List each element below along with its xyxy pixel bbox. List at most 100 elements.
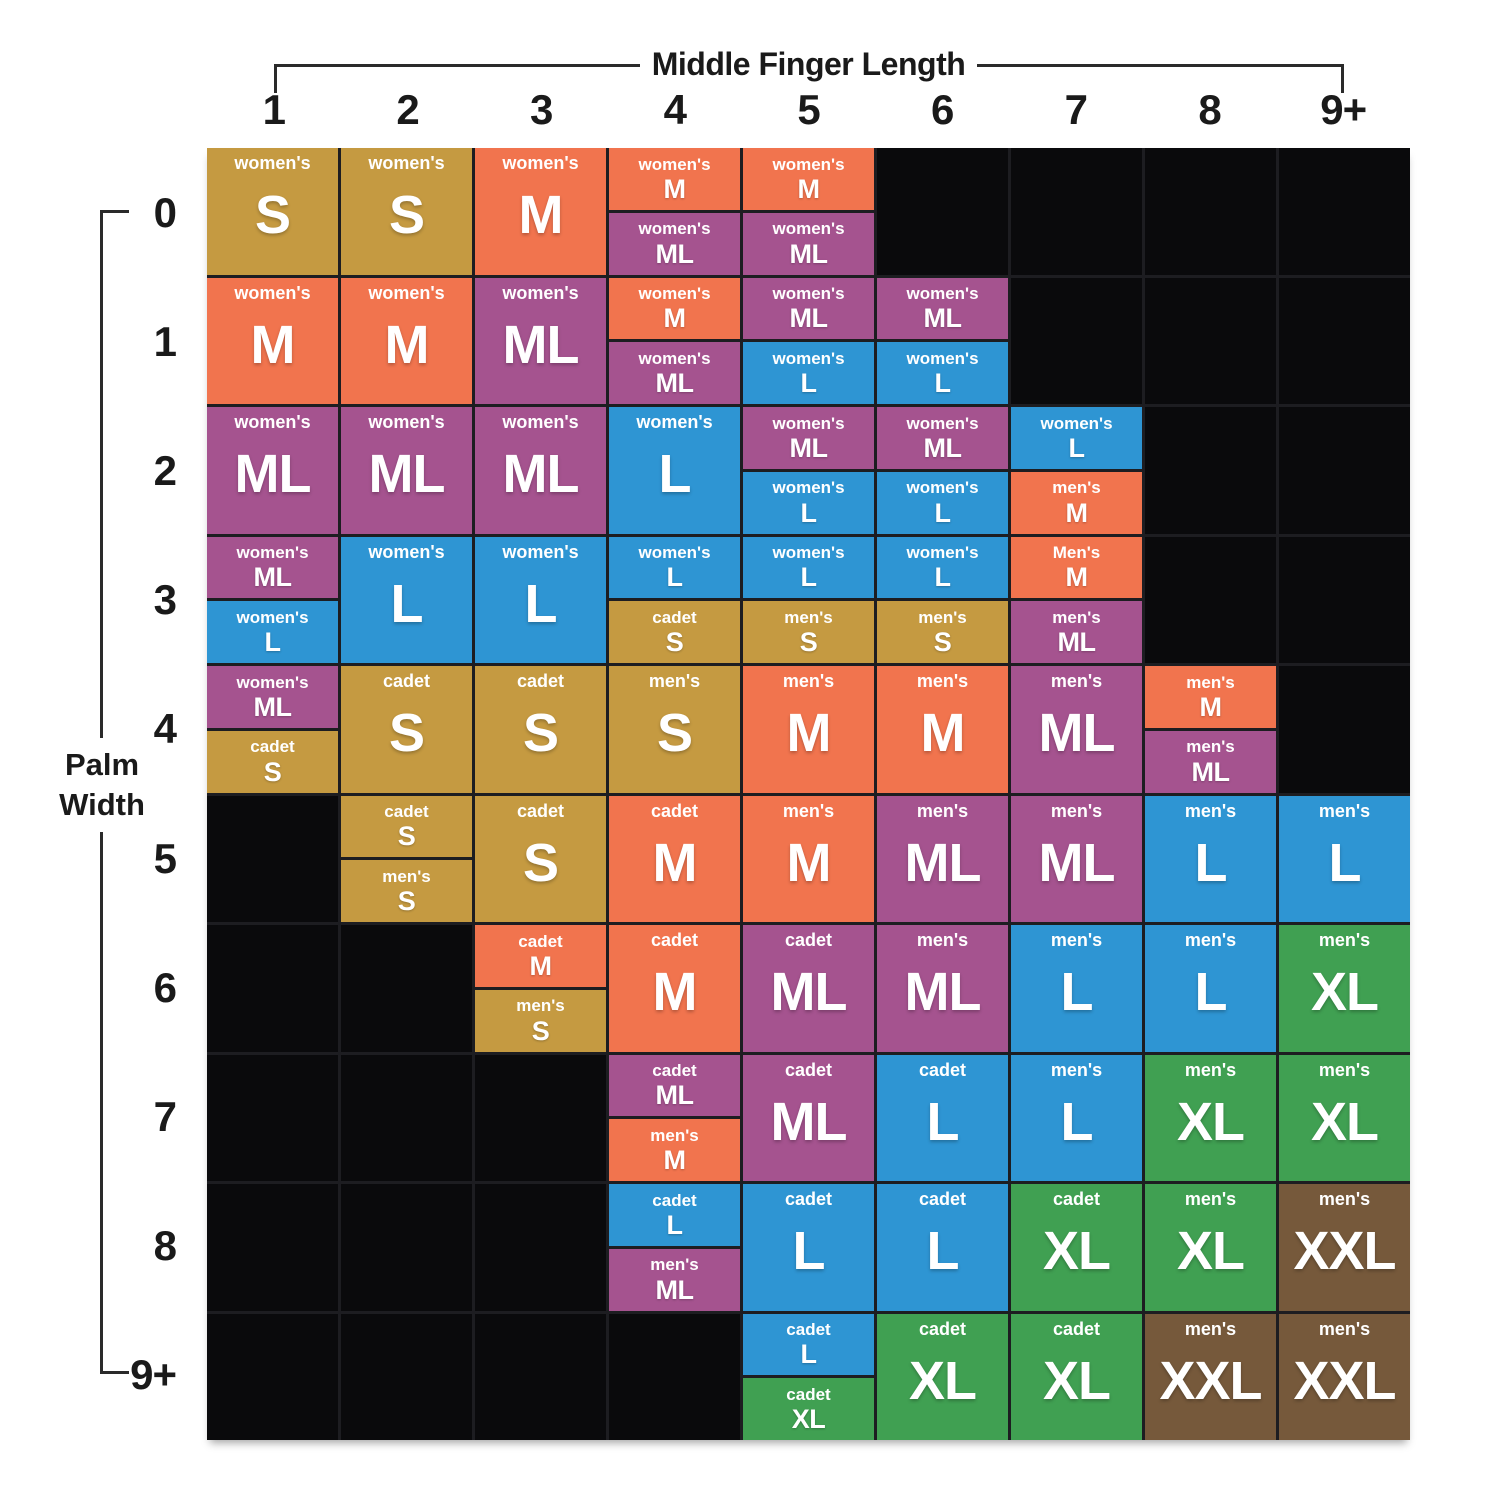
size-cell-segment: women's ML — [743, 212, 874, 275]
size-cell: men's M — [877, 666, 1008, 793]
cell-size-label: M — [786, 832, 832, 893]
row-label: 2 — [153, 446, 177, 494]
size-cell: men's L — [1011, 925, 1142, 1052]
cell-size-label: ML — [368, 444, 446, 505]
cell-size-label: ML — [904, 962, 982, 1023]
y-axis-title-line1: Palm — [64, 747, 140, 782]
cell-category-label: cadet — [918, 1318, 967, 1339]
size-cell: cadet L — [877, 1054, 1008, 1181]
cell-size-label: XL — [1042, 1350, 1111, 1411]
cell-category-label: women's — [906, 413, 979, 433]
cell-size-label: M — [663, 173, 687, 204]
size-cell-segment: men's M — [609, 1119, 740, 1181]
cell-category-label: cadet — [516, 671, 565, 691]
cell-size-label: L — [658, 444, 692, 505]
cell-category-label: men's — [1184, 1059, 1237, 1080]
y-axis-title-line2: Width — [59, 787, 145, 822]
cell-size-label: M — [529, 950, 553, 981]
cell-size-label: ML — [1038, 832, 1116, 893]
size-cell-segment: men's M — [1145, 666, 1276, 728]
cell-size-label: L — [666, 1209, 684, 1240]
size-cell: men's XXL — [1279, 1184, 1410, 1311]
cell-category-label: women's — [906, 284, 979, 303]
cell-category-label: women's — [368, 282, 445, 303]
cell-size-label: ML — [1038, 703, 1116, 764]
empty-cell — [341, 1313, 472, 1440]
cell-size-label: XXL — [1293, 1350, 1396, 1411]
size-cell: women's ML — [475, 407, 606, 534]
cell-size-label: XXL — [1293, 1221, 1396, 1282]
cell-size-label: S — [531, 1015, 550, 1046]
cell-category-label: cadet — [384, 802, 429, 821]
cell-category-label: cadet — [786, 1384, 831, 1404]
cell-category-label: cadet — [250, 737, 295, 757]
column-label: 8 — [1198, 86, 1221, 133]
size-cell-segment: Men's M — [1011, 536, 1142, 599]
cell-category-label: cadet — [382, 671, 431, 691]
empty-cell — [1145, 536, 1276, 663]
cell-category-label: men's — [784, 607, 833, 627]
cell-size-label: S — [656, 703, 693, 764]
cell-category-label: men's — [650, 1255, 699, 1275]
size-cell-segment: men's S — [743, 601, 874, 663]
cell-category-label: men's — [1184, 800, 1237, 821]
size-cell-segment: men's M — [1011, 471, 1142, 534]
cell-category-label: cadet — [650, 800, 699, 821]
cell-category-label: men's — [1050, 930, 1103, 950]
size-cell-segment: cadet XL — [743, 1378, 874, 1440]
empty-cell — [1145, 148, 1276, 275]
y-axis-bracket-line-top — [100, 210, 103, 738]
cell-size-label: M — [1199, 691, 1223, 722]
size-cell: cadet L — [877, 1184, 1008, 1311]
y-axis-title: Palm Width — [28, 745, 176, 825]
cell-category-label: men's — [1050, 800, 1103, 821]
row-label: 9+ — [130, 1351, 177, 1399]
cell-category-label: women's — [772, 154, 845, 174]
x-axis-bracket-tick-left — [274, 64, 277, 93]
cell-category-label: women's — [502, 541, 579, 562]
cell-size-label: M — [797, 173, 821, 204]
y-axis-bracket-line-bottom — [100, 832, 103, 1374]
size-cell: women's ML women's L — [743, 407, 874, 534]
size-cell-segment: men's S — [877, 601, 1008, 663]
cell-category-label: women's — [236, 672, 309, 692]
empty-cell — [1145, 277, 1276, 404]
size-cell: cadet XL — [877, 1313, 1008, 1440]
size-cell: cadet ML — [743, 925, 874, 1052]
cell-category-label: men's — [1318, 800, 1371, 821]
size-cell-segment: women's L — [877, 342, 1008, 404]
size-cell-segment: women's L — [743, 536, 874, 599]
cell-size-label: M — [920, 703, 966, 764]
cell-size-label: M — [518, 185, 564, 246]
size-cell-segment: cadet M — [475, 925, 606, 987]
cell-size-label: ML — [502, 444, 580, 505]
size-cell: cadet XL — [1011, 1313, 1142, 1440]
cell-size-label: ML — [770, 962, 848, 1023]
cell-size-label: M — [663, 303, 687, 334]
cell-category-label: men's — [1184, 1318, 1237, 1339]
empty-cell — [1279, 277, 1410, 404]
empty-cell — [1011, 148, 1142, 275]
cell-size-label: XL — [791, 1404, 826, 1435]
empty-cell — [1145, 407, 1276, 534]
size-cell: women's M — [207, 277, 338, 404]
column-labels: 1 2 3 4 5 6 7 8 9+ — [207, 84, 1410, 136]
cell-size-label: ML — [655, 238, 694, 269]
empty-cell — [207, 1313, 338, 1440]
cell-category-label: men's — [1186, 672, 1235, 692]
size-cell: men's M — [743, 795, 874, 922]
cell-size-label: ML — [789, 432, 828, 463]
x-axis-bracket-line-right — [977, 64, 1344, 67]
cell-category-label: women's — [236, 607, 309, 627]
cell-size-label: S — [522, 832, 559, 893]
cell-size-label: S — [665, 627, 684, 658]
size-cell-segment: women's L — [743, 342, 874, 404]
empty-cell — [341, 1054, 472, 1181]
cell-size-label: ML — [923, 303, 962, 334]
cell-size-label: M — [1065, 497, 1089, 528]
